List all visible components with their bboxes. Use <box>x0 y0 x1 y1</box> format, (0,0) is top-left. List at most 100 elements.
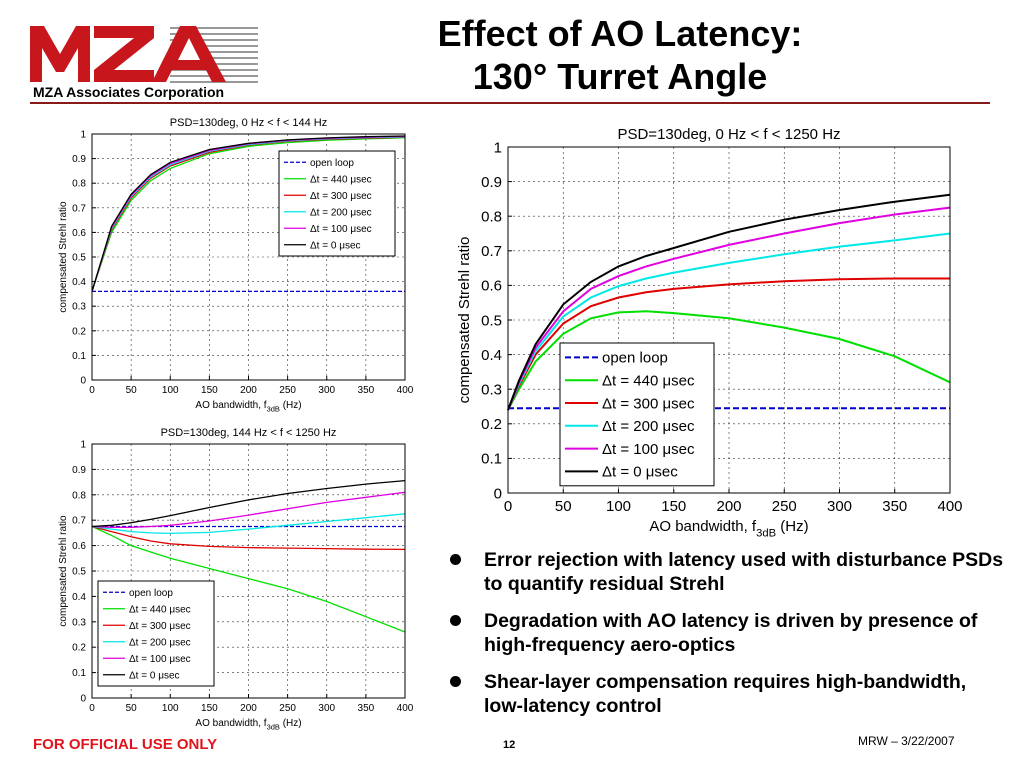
legend-label: Δt = 0 μsec <box>129 670 180 681</box>
tick-label-y: 0.2 <box>72 326 86 337</box>
tick-label-y: 0.6 <box>72 541 86 552</box>
y-axis-label: compensated Strehl ratio <box>456 237 473 404</box>
tick-label-x: 100 <box>162 703 179 714</box>
tick-label-y: 0.5 <box>72 567 86 578</box>
chart-top-left-svg: 0 50 100 150 200 250 300 350 400 0 0.1 0.2 0.3 0.4 0.5… <box>58 117 414 414</box>
tick-label-x: 100 <box>606 498 631 515</box>
series-line-dt440 <box>91 137 406 292</box>
tick-label-y: 0.9 <box>72 465 86 476</box>
legend-label: Δt = 100 μsec <box>129 654 191 665</box>
tick-label-y: 1 <box>80 130 86 141</box>
tick-label-x: 0 <box>89 385 95 396</box>
legend-box <box>278 150 396 257</box>
tick-label-y: 0.5 <box>481 312 502 329</box>
tick-label-y: 0 <box>494 485 502 502</box>
series-line-dt200 <box>91 513 406 535</box>
bullet-text: Error rejection with latency used with d… <box>484 549 1004 595</box>
tick-label-y: 0.9 <box>481 174 502 191</box>
legend-label: open loop <box>310 158 354 169</box>
tick-label-y: 0.4 <box>72 277 86 288</box>
legend-box <box>97 580 215 687</box>
series-line-dt100 <box>507 206 951 411</box>
tick-label-y: 0.7 <box>481 243 502 260</box>
tick-label-x: 350 <box>882 498 907 515</box>
legend-label: open loop <box>129 588 173 599</box>
chart-title: PSD=130deg, 144 Hz < f < 1250 Hz <box>161 427 337 439</box>
tick-label-y: 0.9 <box>72 154 86 165</box>
bullet-dot-icon <box>450 615 461 626</box>
classification-label: FOR OFFICIAL USE ONLY <box>33 736 218 753</box>
tick-label-x: 150 <box>201 703 218 714</box>
header-divider <box>30 102 990 104</box>
tick-label-x: 50 <box>126 385 138 396</box>
series-line-dt200 <box>507 232 951 411</box>
legend-label: Δt = 200 μsec <box>129 637 191 648</box>
x-axis-label-main: AO bandwidth, f <box>195 718 266 729</box>
slide-title-line2: 130° Turret Angle <box>472 56 768 97</box>
x-axis-label-unit: (Hz) <box>776 518 809 535</box>
legend: open loop Δt = 440 μsec Δt = 300 μsec Δt = … <box>97 580 215 687</box>
series-line-dt100 <box>91 491 406 528</box>
tick-label-y: 0.8 <box>481 208 502 225</box>
tick-label-y: 0.6 <box>72 228 86 239</box>
bullet-item: Degradation with AO latency is driven by… <box>448 609 1008 657</box>
x-axis-label: AO bandwidth, f3dB (Hz) <box>649 518 808 539</box>
legend-label: open loop <box>602 350 668 367</box>
chart-top-left: 0 50 100 150 200 250 300 350 400 0 0.1 0.2 0.3 0.4 0.5… <box>40 112 420 417</box>
bullet-dot-icon <box>450 554 461 565</box>
tick-label-x: 400 <box>397 385 414 396</box>
series-line-dt0 <box>91 135 406 292</box>
tick-label-y: 0.3 <box>72 617 86 628</box>
series-line-dt0 <box>91 479 406 528</box>
tick-label-y: 1 <box>494 139 502 156</box>
legend-label: Δt = 100 μsec <box>310 224 372 235</box>
tick-label-x: 300 <box>827 498 852 515</box>
page-number: 12 <box>503 739 516 751</box>
x-axis-label-subscript: 3dB <box>267 723 280 732</box>
series-line-dt300 <box>507 277 950 411</box>
legend-label: Δt = 0 μsec <box>602 464 678 481</box>
legend-label: Δt = 0 μsec <box>310 240 361 251</box>
bullet-item: Shear-layer compensation requires high-b… <box>448 670 1008 718</box>
series-line-dt0 <box>507 193 951 411</box>
x-axis-label-unit: (Hz) <box>280 718 302 729</box>
tick-label-y: 0.8 <box>72 490 86 501</box>
legend-box <box>559 342 715 487</box>
tick-label-x: 250 <box>279 703 296 714</box>
tick-label-y: 0.4 <box>481 347 502 364</box>
chart-bottom-left-svg: 0 50 100 150 200 250 300 350 400 0 0.1 0.2 0.3 0.4 0.5… <box>58 427 414 732</box>
x-axis-label: AO bandwidth, f3dB (Hz) <box>195 718 301 732</box>
tick-label-x: 100 <box>162 385 179 396</box>
chart-right: 0 50 100 150 200 250 300 350 400 0 0.1 0.2 0.3 0.4 0.5… <box>452 112 972 542</box>
tick-label-x: 150 <box>201 385 218 396</box>
tick-label-x: 300 <box>318 703 335 714</box>
x-axis-label-main: AO bandwidth, f <box>649 518 757 535</box>
author-date: MRW – 3/22/2007 <box>858 734 955 748</box>
x-axis-label-unit: (Hz) <box>280 400 302 411</box>
tick-label-y: 0.7 <box>72 516 86 527</box>
tick-label-y: 0.4 <box>72 592 86 603</box>
tick-label-x: 200 <box>240 703 257 714</box>
tick-label-y: 0.2 <box>72 643 86 654</box>
tick-label-y: 0.1 <box>481 451 502 468</box>
tick-label-x: 0 <box>89 703 95 714</box>
legend: open loop Δt = 440 μsec Δt = 300 μsec Δt = … <box>278 150 396 257</box>
company-name: MZA Associates Corporation <box>33 84 225 100</box>
chart-right-svg: 0 50 100 150 200 250 300 350 400 0 0.1 0.2 0.3 0.4 0.5… <box>456 126 963 539</box>
chart-bottom-left: 0 50 100 150 200 250 300 350 400 0 0.1 0.2 0.3 0.4 0.5… <box>40 422 420 732</box>
tick-label-y: 0.2 <box>481 416 502 433</box>
bullet-list: Error rejection with latency used with d… <box>448 548 1008 731</box>
x-axis-label-subscript: 3dB <box>267 405 280 414</box>
slide-title: Effect of AO Latency: 130° Turret Angle <box>330 12 910 98</box>
legend: open loop Δt = 440 μsec Δt = 300 μsec Δt = … <box>559 342 715 487</box>
x-axis-label: AO bandwidth, f3dB (Hz) <box>195 400 301 414</box>
series-line-dt300 <box>91 525 406 551</box>
tick-label-x: 400 <box>397 703 414 714</box>
tick-label-x: 350 <box>358 703 375 714</box>
chart-title: PSD=130deg, 0 Hz < f < 1250 Hz <box>617 126 840 143</box>
y-axis-label: compensated Strehl ratio <box>58 515 69 627</box>
bullet-item: Error rejection with latency used with d… <box>448 548 1008 596</box>
tick-label-x: 150 <box>661 498 686 515</box>
tick-label-y: 0 <box>80 694 86 705</box>
tick-label-y: 0.5 <box>72 253 86 264</box>
